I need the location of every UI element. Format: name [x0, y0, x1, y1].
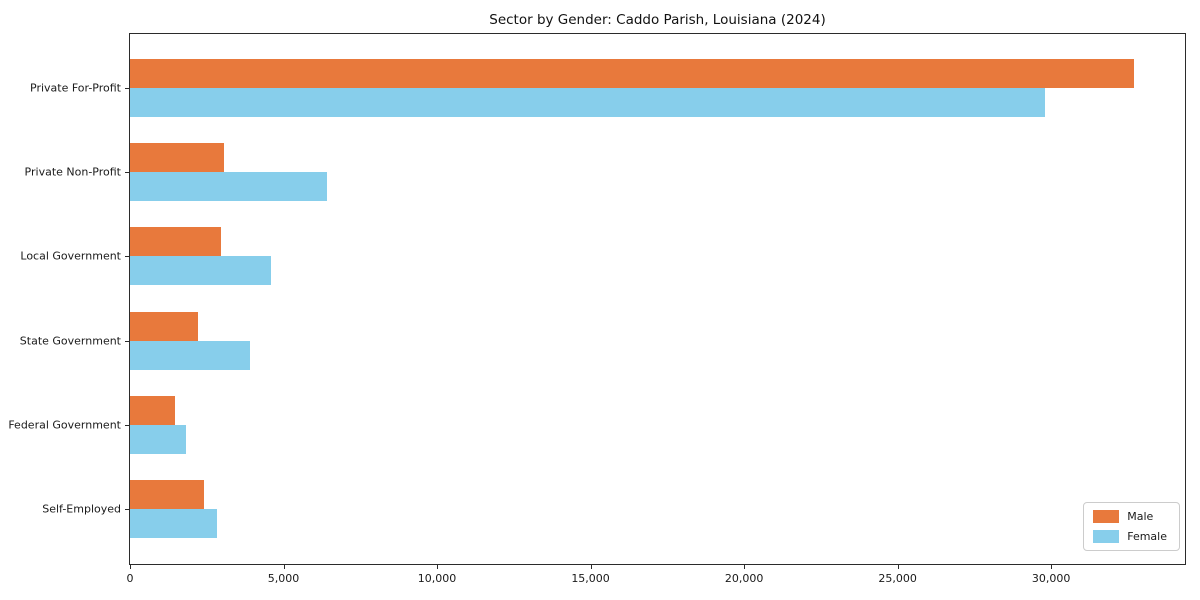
x-tick-mark — [744, 564, 746, 569]
y-tick-label-federal-government: Federal Government — [8, 418, 121, 432]
x-tick-mark — [437, 564, 439, 569]
x-tick-label-0: 0 — [126, 572, 134, 585]
y-tick-mark — [125, 172, 130, 174]
y-tick-label-private-for-profit: Private For-Profit — [30, 81, 121, 95]
y-tick-mark — [125, 256, 130, 258]
bar-female-private-for-profit — [130, 88, 1045, 117]
bar-male-local-government — [130, 227, 221, 257]
x-tick-mark — [130, 564, 131, 569]
bar-male-state-government — [130, 311, 198, 341]
y-tick-mark — [125, 509, 130, 510]
y-tick-mark — [125, 340, 130, 342]
x-tick-label-20-000: 20,000 — [724, 572, 764, 585]
y-tick-label-self-employed: Self-Employed — [42, 502, 121, 516]
x-tick-label-5-000: 5,000 — [267, 572, 300, 585]
bar-male-federal-government — [130, 395, 175, 425]
x-tick-label-30-000: 30,000 — [1031, 572, 1071, 585]
legend-swatch-female-icon — [1093, 530, 1120, 543]
legend-item-male: Male — [1093, 510, 1167, 523]
legend-item-female: Female — [1093, 530, 1167, 543]
x-tick-mark — [590, 564, 592, 569]
y-tick-label-private-non-profit: Private Non-Profit — [24, 165, 121, 179]
x-tick-label-10-000: 10,000 — [417, 572, 457, 585]
y-tick-label-state-government: State Government — [19, 334, 121, 348]
x-tick-mark — [897, 564, 899, 569]
bar-female-federal-government — [130, 424, 186, 454]
bar-male-private-for-profit — [130, 59, 1134, 88]
chart-title: Sector by Gender: Caddo Parish, Louisian… — [489, 12, 826, 28]
legend-swatch-male-icon — [1093, 510, 1120, 523]
bar-male-self-employed — [130, 480, 204, 509]
bar-female-self-employed — [130, 509, 217, 538]
x-tick-mark — [1051, 564, 1053, 569]
legend-label-male: Male — [1127, 510, 1154, 523]
y-tick-label-local-government: Local Government — [20, 249, 121, 263]
x-tick-label-25-000: 25,000 — [878, 572, 917, 585]
x-tick-mark — [283, 564, 285, 569]
bar-female-local-government — [130, 256, 271, 286]
legend-label-female: Female — [1127, 530, 1167, 543]
bar-female-state-government — [130, 340, 250, 370]
bar-male-private-non-profit — [130, 143, 224, 173]
x-tick-label-15-000: 15,000 — [571, 572, 610, 585]
y-tick-mark — [125, 88, 130, 89]
bar-female-private-non-profit — [130, 172, 327, 202]
legend: Male Female — [1083, 502, 1180, 551]
plot-area: Male Female Private For-Profit Private No… — [8, 33, 1186, 585]
y-tick-mark — [125, 424, 130, 426]
